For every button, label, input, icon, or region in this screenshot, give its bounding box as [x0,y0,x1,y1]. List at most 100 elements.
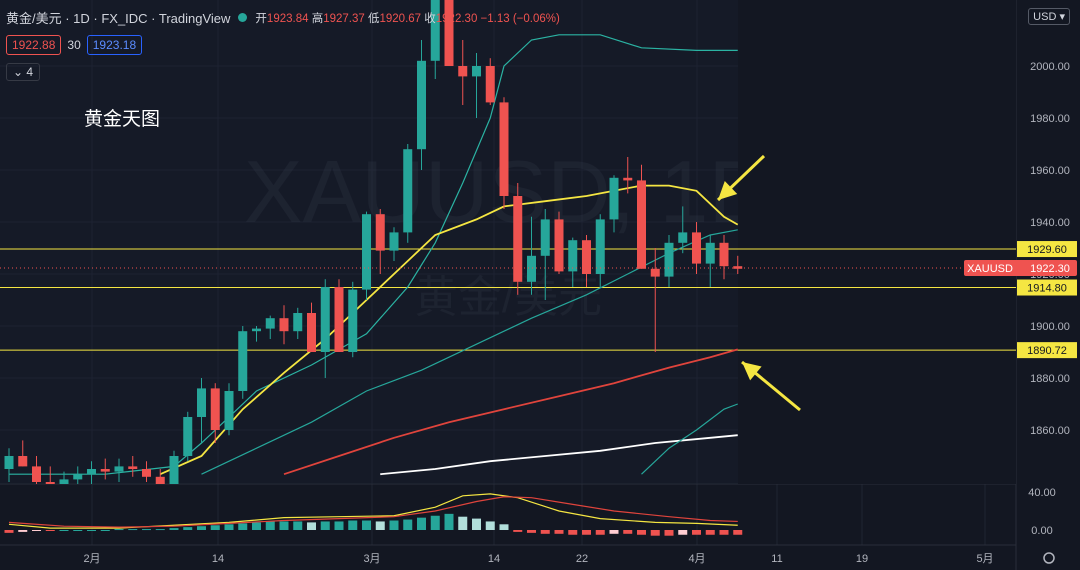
candle-body [389,232,399,251]
candle-body [224,391,234,430]
macd-histogram-bar [32,530,41,531]
ohlc-readout: 开1923.84 高1927.37 低1920.67 收1922.30 −1.1… [255,10,559,26]
price-tick-label: 1940.00 [1030,217,1070,229]
candle-body [307,313,316,352]
chevron-down-icon: ▾ [1059,11,1065,23]
candle-body [733,266,743,269]
currency-selector[interactable]: USD ▾ [1028,8,1070,25]
candle-body [59,479,69,484]
indicators-toggle[interactable]: ⌄ 4 [6,63,41,81]
candle-body [334,287,344,352]
currency-label: USD [1033,11,1057,23]
market-open-dot [238,13,248,22]
macd-histogram-bar [183,527,193,530]
candle-body [623,177,633,181]
moving-average-line [9,34,738,475]
macd-histogram-bar [692,530,701,535]
macd-histogram-bar [527,530,536,533]
level-price-label: 1890.72 [1027,345,1067,357]
macd-histogram-bar [59,530,69,531]
candle-body [485,66,495,103]
level-price-label: 1914.80 [1027,283,1067,295]
macd-histogram-bar [169,528,179,530]
price-tick-label: 1880.00 [1030,373,1070,385]
price-tick-label: 1980.00 [1030,113,1070,125]
macd-histogram-bar [582,530,591,535]
future-shade [738,0,1016,484]
macd-histogram-bar [568,530,578,535]
candle-body [142,469,151,477]
macd-histogram-bar [128,529,138,531]
macd-histogram-bar [155,529,165,531]
low-label: 低 [367,12,380,25]
price-tick-label: 2000.00 [1030,61,1070,73]
oscillator-tick-label: 40.00 [1028,487,1056,499]
price-tick-label: 1900.00 [1030,321,1070,333]
macd-histogram-bar [279,521,289,530]
buy-price-button[interactable]: 1923.18 [86,35,143,55]
candle-body [183,417,193,456]
price-tick-label: 1860.00 [1030,425,1070,437]
close-label: 收 [424,12,436,25]
macd-histogram-bar [210,525,220,530]
candle-body [513,196,523,282]
candle-body [197,388,206,417]
candle-body [45,482,55,484]
moving-average-line [201,229,738,475]
macd-histogram-bar [458,516,468,530]
macd-histogram-bar [320,521,330,530]
candle-body [637,180,646,269]
macd-histogram-bar [142,529,151,531]
candle-body [595,219,605,274]
symbol-title[interactable]: 黄金/美元 · 1D · FX_IDC · TradingView [6,11,231,26]
candle-body [430,0,440,61]
macd-histogram-bar [389,520,399,530]
price-tick-label: 1960.00 [1030,165,1070,177]
macd-histogram-bar [595,530,605,535]
spread-value: 30 [67,38,81,52]
open-value: 1923.84 [266,12,309,25]
candle-body [73,474,83,480]
macd-histogram-bar [252,522,261,530]
candle-body [499,102,509,196]
candle-body [169,456,179,484]
macd-histogram-bar [444,513,454,530]
macd-histogram-bar [637,530,646,535]
macd-histogram-bar [554,530,564,534]
moving-average-line [380,434,738,476]
macd-histogram-bar [650,530,660,536]
chart-header: 黄金/美元 · 1D · FX_IDC · TradingView 开1923.… [6,8,560,27]
macd-histogram-bar [733,530,743,535]
candle-body [252,328,261,332]
macd-histogram-bar [403,519,413,530]
last-price-symbol: XAUUSD [967,263,1013,275]
time-tick-label: 3月 [363,553,380,565]
gear-icon [1043,552,1055,564]
candle-body [348,289,358,352]
chart-annotation: 黄金天图 [84,109,161,130]
candle-body [320,287,330,352]
last-price-badge [964,260,1077,277]
time-tick-label: 22 [576,553,588,565]
annotation-arrowhead [718,181,738,200]
macd-histogram-bar [4,530,14,533]
macd-histogram-bar [485,521,495,530]
candle-body [678,232,688,243]
close-value: 1922.30 [435,12,478,25]
sell-price-button[interactable]: 1922.88 [6,35,62,55]
level-price-badge [1017,241,1077,258]
candle-body [128,466,138,469]
macd-histogram-bar [334,521,344,530]
macd-histogram-bar [678,530,688,535]
candle-body [582,240,591,274]
candle-body [279,318,289,332]
macd-histogram-bar [513,530,523,532]
candle-body [238,331,248,391]
candle-body [100,469,110,472]
macd-histogram-bar [87,530,96,531]
time-tick-label: 11 [771,553,782,565]
macd-histogram-bar [664,530,674,536]
macd-histogram-bar [362,520,371,530]
macd-histogram-bar [224,524,234,530]
